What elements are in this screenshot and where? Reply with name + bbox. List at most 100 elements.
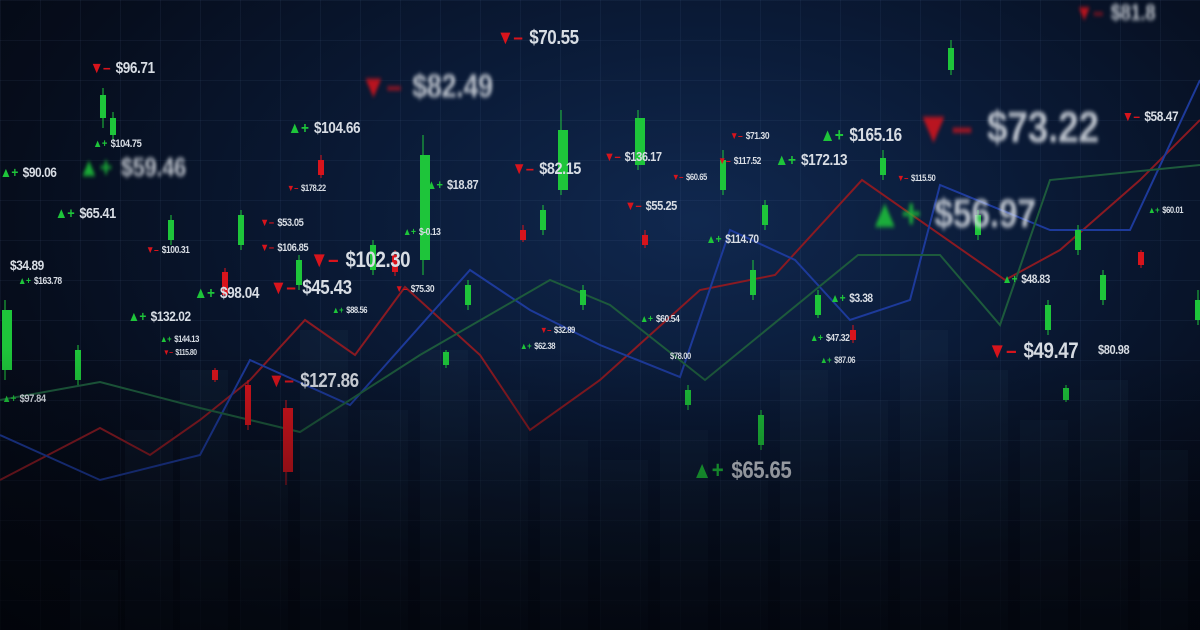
- triangle-down-minus-icon: ▼–: [604, 149, 621, 164]
- price-label: ▲+ $56.97: [868, 192, 1036, 237]
- price-label: ▲+ $47.32: [810, 333, 850, 344]
- price-value: $34.89: [10, 257, 44, 273]
- triangle-up-plus-icon: ▲+: [403, 227, 416, 238]
- triangle-up-plus-icon: ▲+: [640, 314, 653, 325]
- triangle-up-plus-icon: ▲+: [820, 125, 844, 145]
- price-label: ▲+ $-0.13: [403, 227, 441, 238]
- price-value: $136.17: [624, 149, 662, 164]
- candle-body: [1045, 305, 1051, 330]
- price-value: $104.66: [313, 120, 361, 137]
- candle-body: [2, 310, 12, 370]
- price-label: ▲+ $97.84: [2, 393, 46, 405]
- price-label: $34.89: [10, 257, 44, 273]
- price-value: $18.87: [446, 177, 479, 192]
- triangle-up-plus-icon: ▲+: [128, 308, 146, 324]
- price-label: ▲+ $65.65: [692, 457, 792, 485]
- price-value: $163.78: [33, 276, 62, 287]
- price-value: $70.55: [529, 27, 579, 49]
- price-value: $102.30: [345, 247, 411, 272]
- triangle-up-plus-icon: ▲+: [93, 138, 107, 150]
- triangle-up-plus-icon: ▲+: [78, 152, 112, 182]
- price-value: $48.83: [1021, 272, 1050, 286]
- price-label: ▼– $73.22: [915, 103, 1099, 153]
- triangle-down-minus-icon: ▼–: [310, 247, 339, 272]
- candle-body: [1075, 230, 1081, 250]
- triangle-down-minus-icon: ▼–: [260, 217, 274, 229]
- triangle-up-plus-icon: ▲+: [288, 120, 309, 137]
- price-label: ▼– $117.52: [718, 156, 761, 167]
- candle-body: [758, 415, 764, 445]
- candle-body: [465, 285, 471, 305]
- candle-body: [1063, 388, 1069, 400]
- price-value: $62.38: [534, 341, 556, 351]
- triangle-down-minus-icon: ▼–: [90, 60, 111, 77]
- triangle-up-plus-icon: ▲+: [775, 152, 796, 169]
- triangle-down-minus-icon: ▼–: [672, 172, 683, 182]
- triangle-up-plus-icon: ▲+: [332, 305, 344, 315]
- price-label: ▼– $102.30: [310, 247, 411, 273]
- price-label: ▲+ $18.87: [426, 177, 479, 192]
- price-label: ▼– $55.25: [625, 198, 677, 213]
- candle-body: [238, 215, 244, 245]
- price-value: $144.13: [174, 334, 199, 344]
- price-label: ▲+ $59.46: [78, 152, 186, 183]
- candle-body: [245, 385, 251, 425]
- price-label: ▲+ $144.13: [160, 334, 199, 344]
- triangle-down-minus-icon: ▼–: [497, 27, 523, 49]
- candle-body: [850, 330, 856, 340]
- price-value: $178.22: [301, 183, 326, 193]
- candle-body: [212, 370, 218, 380]
- price-value: $97.84: [19, 393, 46, 405]
- triangle-down-minus-icon: ▼–: [360, 68, 402, 104]
- triangle-up-plus-icon: ▲+: [692, 457, 724, 484]
- price-value: $-0.13: [418, 227, 441, 238]
- candle-body: [168, 220, 174, 240]
- price-value: $49.47: [1023, 338, 1079, 363]
- price-value: $65.41: [79, 205, 116, 222]
- triangle-up-plus-icon: ▲+: [426, 177, 443, 192]
- price-value: $87.06: [834, 355, 856, 365]
- price-label: ▼– $45.43: [270, 277, 352, 300]
- price-value: $115.80: [175, 348, 197, 357]
- price-label: ▼– $49.47: [988, 338, 1079, 364]
- price-label: ▼– $127.86: [268, 370, 359, 393]
- candle-body: [520, 230, 526, 240]
- candle-body: [1138, 252, 1144, 265]
- triangle-down-minus-icon: ▼–: [915, 103, 972, 152]
- triangle-up-plus-icon: ▲+: [830, 291, 846, 305]
- price-value: $53.05: [277, 217, 304, 229]
- price-label: ▲+ $98.04: [194, 285, 259, 303]
- price-value: $80.98: [1098, 342, 1130, 357]
- candle-body: [1195, 300, 1200, 320]
- candle-body: [443, 352, 449, 365]
- triangle-up-plus-icon: ▲+: [194, 285, 215, 302]
- triangle-down-minus-icon: ▼–: [146, 245, 159, 256]
- price-label: ▼– $82.15: [512, 159, 581, 179]
- price-label: ▼– $136.17: [604, 149, 662, 164]
- triangle-up-plus-icon: ▲+: [18, 276, 31, 287]
- price-label: ▲+ $114.70: [706, 232, 759, 246]
- price-value: $81.8: [1110, 0, 1156, 25]
- candle-body: [318, 160, 324, 175]
- price-value: $32.89: [554, 325, 575, 335]
- triangle-up-plus-icon: ▲+: [820, 355, 832, 365]
- price-value: $71.30: [745, 131, 770, 142]
- price-label: ▲+ $87.06: [820, 355, 856, 365]
- candle-body: [750, 270, 756, 295]
- triangle-down-minus-icon: ▼–: [270, 277, 296, 299]
- candle-body: [642, 235, 648, 245]
- triangle-down-minus-icon: ▼–: [287, 183, 298, 193]
- price-label: ▼– $60.65: [672, 172, 707, 182]
- price-value: $132.02: [150, 308, 191, 324]
- triangle-up-plus-icon: ▲+: [160, 334, 172, 344]
- price-label: ▲+ $132.02: [128, 308, 191, 324]
- price-label: ▲+ $60.54: [640, 314, 680, 325]
- triangle-down-minus-icon: ▼–: [988, 338, 1017, 363]
- price-label: ▼– $82.49: [360, 68, 493, 105]
- price-label: ▼– $115.80: [163, 348, 197, 357]
- candle-body: [685, 390, 691, 405]
- triangle-down-minus-icon: ▼–: [1075, 0, 1104, 25]
- triangle-down-minus-icon: ▼–: [163, 348, 173, 357]
- price-value: $100.31: [161, 245, 190, 256]
- price-label: $80.98: [1098, 342, 1130, 357]
